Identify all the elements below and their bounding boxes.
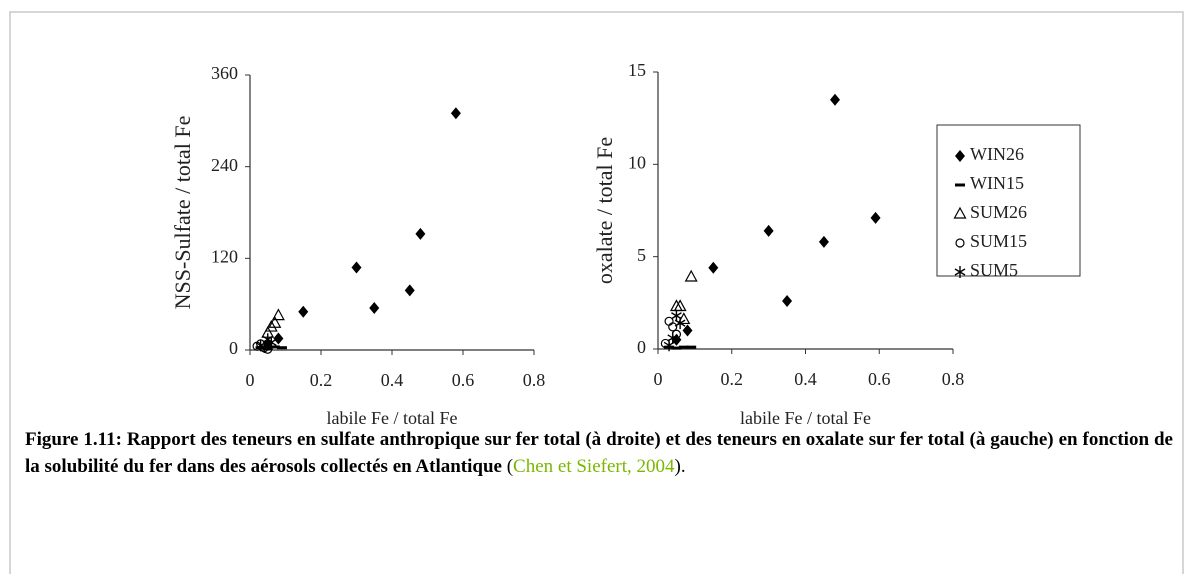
diamond-marker: [830, 93, 840, 106]
y-tick-label: 0: [637, 337, 646, 357]
dash-marker: [269, 345, 280, 349]
star-marker: [258, 340, 270, 353]
diamond-marker: [682, 324, 693, 337]
diamond-marker: [298, 305, 309, 318]
x-tick-label: 0: [654, 369, 663, 389]
star-marker: [674, 317, 686, 330]
x-tick-label: 0.2: [721, 369, 744, 389]
diamond-marker: [818, 235, 829, 248]
y-tick-label: 120: [211, 246, 238, 266]
legend-label: WIN15: [970, 173, 1024, 193]
y-tick-label: 0: [229, 338, 238, 358]
x-tick-label: 0.6: [452, 370, 475, 390]
y-tick-label: 360: [211, 63, 238, 83]
diamond-marker: [708, 261, 719, 274]
y-axis-label: oxalate / total Fe: [592, 137, 617, 284]
diamond-marker: [351, 261, 362, 274]
circle-marker: [955, 238, 965, 248]
diamond-marker: [763, 224, 774, 237]
x-tick-label: 0.4: [381, 370, 404, 390]
legend-label: SUM15: [970, 231, 1027, 251]
triangle-marker: [953, 206, 967, 219]
dash-marker: [678, 345, 689, 349]
legend-box: [936, 124, 1081, 277]
triangle-marker: [684, 269, 698, 282]
x-axis-label: labile Fe / total Fe: [327, 408, 458, 428]
triangle-marker: [271, 308, 285, 321]
caption-open: (: [501, 456, 514, 477]
dash-marker: [686, 345, 697, 349]
x-tick-label: 0.8: [942, 369, 965, 389]
y-axis-label: NSS-Sulfate / total Fe: [170, 116, 195, 310]
diamond-marker: [273, 332, 284, 345]
triangle-marker: [264, 319, 278, 332]
legend-label: SUM5: [970, 260, 1018, 280]
y-tick-label: 10: [628, 152, 646, 172]
dash-marker: [276, 346, 287, 350]
x-axis-label: labile Fe / total Fe: [740, 408, 871, 428]
star-marker: [663, 339, 675, 352]
y-tick-label: 5: [637, 245, 646, 265]
triangle-marker: [268, 316, 282, 328]
x-tick-label: 0.6: [868, 369, 891, 389]
legend-label: WIN26: [970, 144, 1024, 164]
dash-marker: [955, 183, 965, 187]
y-tick-label: 15: [628, 60, 646, 80]
x-tick-label: 0: [246, 370, 255, 390]
diamond-marker: [415, 227, 426, 240]
citation[interactable]: Chen et Siefert, 2004: [513, 456, 675, 477]
diamond-marker: [782, 294, 793, 307]
y-tick-label: 240: [211, 155, 238, 175]
star-marker: [954, 266, 966, 278]
legend-label: SUM26: [970, 202, 1027, 222]
diamond-marker: [870, 211, 881, 224]
diamond-marker: [450, 107, 461, 120]
dash-marker: [671, 346, 682, 350]
caption-label: Figure 1.11: Rapport des teneurs en sulf…: [25, 429, 1173, 477]
x-tick-label: 0.8: [523, 370, 546, 390]
diamond-marker: [369, 301, 380, 314]
caption: Figure 1.11: Rapport des teneurs en sulf…: [25, 426, 1173, 480]
caption-close: ).: [674, 456, 686, 477]
circle-marker: [668, 322, 678, 332]
x-tick-label: 0.2: [310, 370, 333, 390]
frame: [9, 11, 1184, 574]
x-tick-label: 0.4: [794, 369, 817, 389]
diamond-marker: [404, 284, 415, 297]
diamond-marker: [955, 150, 965, 162]
